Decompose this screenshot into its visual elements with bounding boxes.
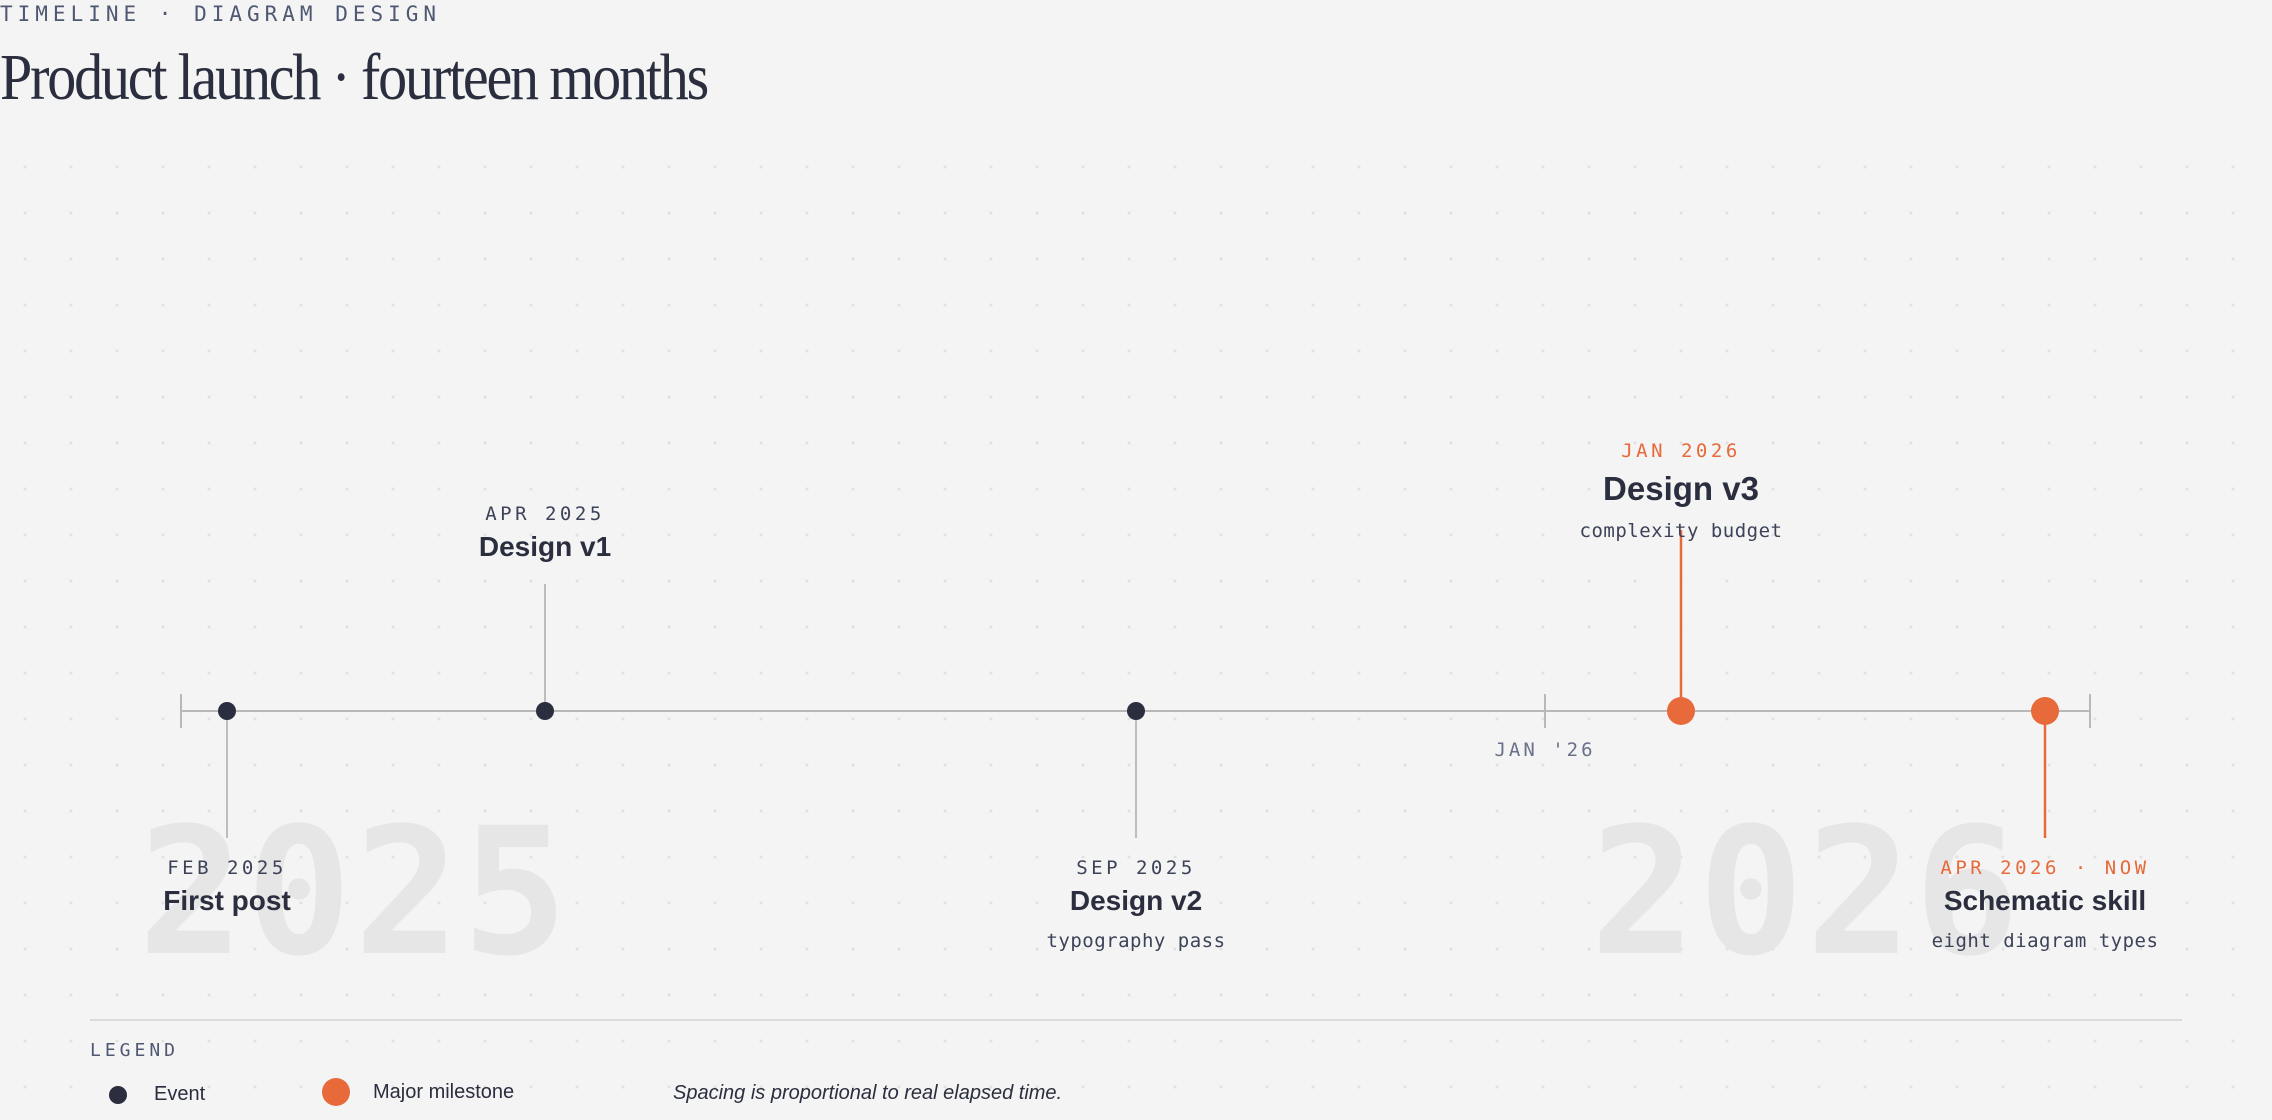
dot-grid-background xyxy=(0,140,2272,1120)
event-title: Design v2 xyxy=(1069,885,1203,916)
legend-item-event: Event xyxy=(109,1083,205,1106)
event-date: SEP 2025 xyxy=(1076,857,1196,879)
page-title: Product launch · fourteen months xyxy=(0,41,709,114)
milestone-date: APR 2026 · NOW xyxy=(1940,857,2150,879)
eyebrow-label: TIMELINE · DIAGRAM DESIGN xyxy=(0,2,442,26)
event-subtitle: typography pass xyxy=(1046,930,1226,952)
event-dot-first-post xyxy=(218,702,236,720)
year-watermark-2025: 2025 xyxy=(138,790,570,995)
milestone-subtitle: eight diagram types xyxy=(1931,930,2159,952)
legend-divider xyxy=(90,1019,2182,1021)
milestone-dot-schematic-skill xyxy=(2031,697,2059,725)
milestone-date: JAN 2026 xyxy=(1621,440,1741,462)
legend-note: Spacing is proportional to real elapsed … xyxy=(673,1082,1063,1104)
legend-label-major: Major milestone xyxy=(373,1080,515,1103)
milestone-title: Design v3 xyxy=(1603,470,1759,507)
event-dot-design-v2 xyxy=(1127,702,1145,720)
event-title: Design v1 xyxy=(478,531,612,562)
legend-title: LEGEND xyxy=(90,1040,180,1061)
legend-item-major: Major milestone xyxy=(322,1078,514,1106)
tick-label-jan-26: JAN '26 xyxy=(1494,739,1596,761)
milestone-subtitle: complexity budget xyxy=(1579,520,1783,542)
event-date: FEB 2025 xyxy=(167,857,287,879)
milestone-dot-design-v3 xyxy=(1667,697,1695,725)
event-dot-icon xyxy=(109,1085,127,1104)
event-title: First post xyxy=(163,885,291,916)
event-date: APR 2025 xyxy=(485,503,605,525)
year-watermark-2026: 2026 xyxy=(1590,790,2022,995)
legend-label-event: Event xyxy=(154,1083,206,1105)
event-dot-design-v1 xyxy=(536,702,554,720)
milestone-title: Schematic skill xyxy=(1943,885,2147,916)
milestone-dot-icon xyxy=(322,1078,350,1106)
